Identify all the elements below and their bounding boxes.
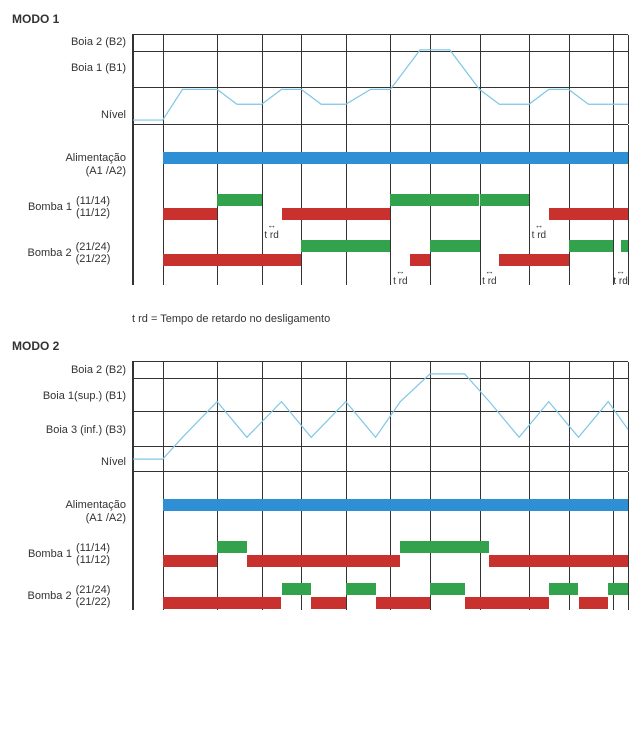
label-alim: Alimentação (65, 152, 126, 165)
trd-marker: ↔t rd (482, 267, 496, 287)
m2-label-bomba1: Bomba 1 (28, 548, 72, 561)
bar-segment (217, 194, 262, 206)
trd-marker: ↔t rd (393, 267, 407, 287)
bar-segment (465, 541, 490, 553)
bar-segment (569, 240, 614, 252)
mode1-level-labels: Boia 2 (B2) Boia 1 (B1) Nível (12, 34, 132, 124)
mode1-bomba2-row: Bomba 2 (21/24) (21/22) (12, 239, 628, 267)
bar-segment (579, 597, 609, 609)
label-bomba1: Bomba 1 (28, 201, 72, 214)
mode1-caption: t rd = Tempo de retardo no desligamento (132, 285, 628, 325)
bar-segment (390, 194, 479, 206)
bar-segment (549, 208, 628, 220)
bar-segment (621, 240, 628, 252)
bar-segment (282, 208, 391, 220)
trd-marker: ↔t rd (532, 221, 546, 241)
bar-segment (410, 254, 430, 266)
label-bomba1-s2: (11/12) (76, 207, 110, 219)
bar-segment (499, 254, 568, 266)
bar-segment (489, 555, 628, 567)
mode1-bomba1-row: Bomba 1 (11/14) (11/12) (12, 193, 628, 221)
label-bomba1-s1: (11/14) (76, 195, 110, 207)
m2-label-b3: Boia 3 (inf.) (B3) (46, 424, 126, 437)
mode2-alim-row: Alimentação (A1 /A2) (12, 498, 628, 526)
m2-label-nivel: Nível (101, 456, 126, 469)
mode2-bomba1-row: Bomba 1 (11/14) (11/12) (12, 540, 628, 568)
trd-marker: ↔t rd (264, 221, 278, 241)
mode2-title: MODO 2 (12, 339, 628, 353)
bar-segment (480, 194, 530, 206)
mode1-chart: Boia 2 (B2) Boia 1 (B1) Nível Alimentaçã… (12, 34, 628, 325)
bar-segment (163, 597, 282, 609)
bar-segment (608, 583, 628, 595)
bar-segment (282, 583, 312, 595)
bar-segment (163, 254, 302, 266)
mode2-chart: Boia 2 (B2) Boia 1(sup.) (B1) Boia 3 (in… (12, 361, 628, 610)
bar-segment (217, 541, 247, 553)
m2-label-bomba1-s1: (11/14) (76, 542, 110, 554)
bar-segment (346, 583, 376, 595)
m2-label-alim-sub: (A1 /A2) (86, 512, 126, 525)
bar-segment (465, 597, 549, 609)
m2-label-bomba2-s1: (21/24) (76, 584, 111, 596)
bar-segment (311, 597, 346, 609)
m2-label-bomba2: Bomba 2 (28, 590, 72, 603)
mode1-level-row: Boia 2 (B2) Boia 1 (B1) Nível (12, 34, 628, 124)
label-alim-sub: (A1 /A2) (86, 165, 126, 178)
bar-segment (430, 583, 465, 595)
mode1-level-plot (132, 34, 628, 124)
label-nivel: Nível (101, 109, 126, 122)
bar-segment (163, 152, 628, 164)
bar-segment (400, 541, 464, 553)
bar-segment (549, 583, 579, 595)
label-bomba2-s1: (21/24) (76, 241, 111, 253)
label-bomba2: Bomba 2 (28, 247, 72, 260)
bar-segment (301, 240, 390, 252)
m2-label-b2: Boia 2 (B2) (71, 364, 126, 377)
bar-segment (247, 555, 400, 567)
bar-segment (163, 208, 217, 220)
label-b2: Boia 2 (B2) (71, 36, 126, 49)
trd-marker: ↔t rd (613, 267, 627, 287)
bar-segment (163, 555, 217, 567)
m2-label-bomba1-s2: (11/12) (76, 554, 110, 566)
mode2-bomba2-row: Bomba 2 (21/24) (21/22) (12, 582, 628, 610)
label-bomba2-s2: (21/22) (76, 253, 111, 265)
bar-segment (163, 499, 628, 511)
mode1-title: MODO 1 (12, 12, 628, 26)
m2-label-alim: Alimentação (65, 499, 126, 512)
mode2-level-row: Boia 2 (B2) Boia 1(sup.) (B1) Boia 3 (in… (12, 361, 628, 471)
m2-label-bomba2-s2: (21/22) (76, 596, 111, 608)
label-b1: Boia 1 (B1) (71, 62, 126, 75)
bar-segment (376, 597, 430, 609)
m2-label-b1: Boia 1(sup.) (B1) (43, 390, 126, 403)
bar-segment (430, 240, 480, 252)
mode1-alim-row: Alimentação (A1 /A2) (12, 151, 628, 179)
